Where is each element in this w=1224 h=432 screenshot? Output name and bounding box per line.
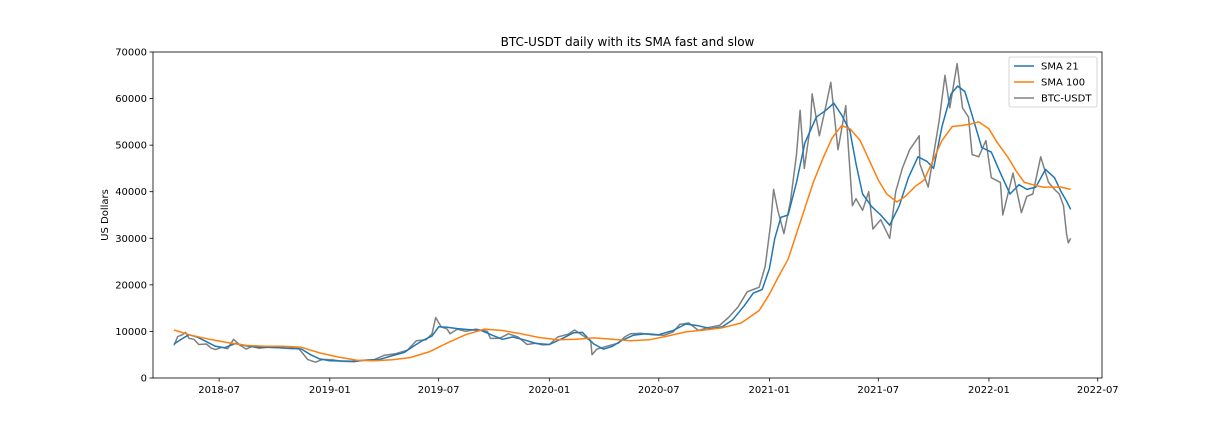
series-line-sma-21 bbox=[173, 85, 1072, 362]
y-tick-label: 40000 bbox=[115, 187, 147, 198]
x-tick-label: 2021-01 bbox=[749, 385, 791, 396]
y-tick-label: 20000 bbox=[115, 280, 147, 291]
x-tick-label: 2022-07 bbox=[1077, 385, 1119, 396]
x-tick-label: 2020-07 bbox=[638, 385, 680, 396]
legend-box bbox=[1008, 56, 1098, 108]
x-tick-label: 2022-01 bbox=[968, 385, 1010, 396]
x-tick-label: 2018-07 bbox=[198, 385, 240, 396]
y-tick-label: 0 bbox=[141, 374, 147, 385]
legend-label: SMA 100 bbox=[1041, 78, 1085, 89]
legend: SMA 21 SMA 100 BTC-USDT bbox=[1008, 56, 1098, 108]
x-tick-label: 2019-07 bbox=[418, 385, 460, 396]
x-tick-label: 2019-01 bbox=[309, 385, 351, 396]
plot-area bbox=[173, 62, 1072, 363]
series-line-sma-100 bbox=[173, 121, 1071, 362]
plot-frame bbox=[152, 51, 1103, 379]
y-axis: 0 10000 20000 30000 40000 50000 60000 70000 bbox=[115, 48, 153, 385]
x-tick-label: 2021-07 bbox=[857, 385, 899, 396]
legend-label: BTC-USDT bbox=[1041, 94, 1092, 105]
y-axis-label: US Dollars bbox=[100, 189, 111, 241]
y-tick-label: 30000 bbox=[115, 234, 147, 245]
x-tick-label: 2020-01 bbox=[528, 385, 570, 396]
chart-title: BTC-USDT daily with its SMA fast and slo… bbox=[501, 35, 755, 49]
series-line-btc-usdt bbox=[173, 62, 1072, 363]
y-tick-label: 60000 bbox=[115, 94, 147, 105]
y-tick-label: 10000 bbox=[115, 327, 147, 338]
legend-label: SMA 21 bbox=[1041, 62, 1079, 73]
y-tick-label: 70000 bbox=[115, 48, 147, 59]
x-axis: 2018-07 2019-01 2019-07 2020-01 2020-07 2021-… bbox=[198, 378, 1119, 396]
y-tick-label: 50000 bbox=[115, 141, 147, 152]
